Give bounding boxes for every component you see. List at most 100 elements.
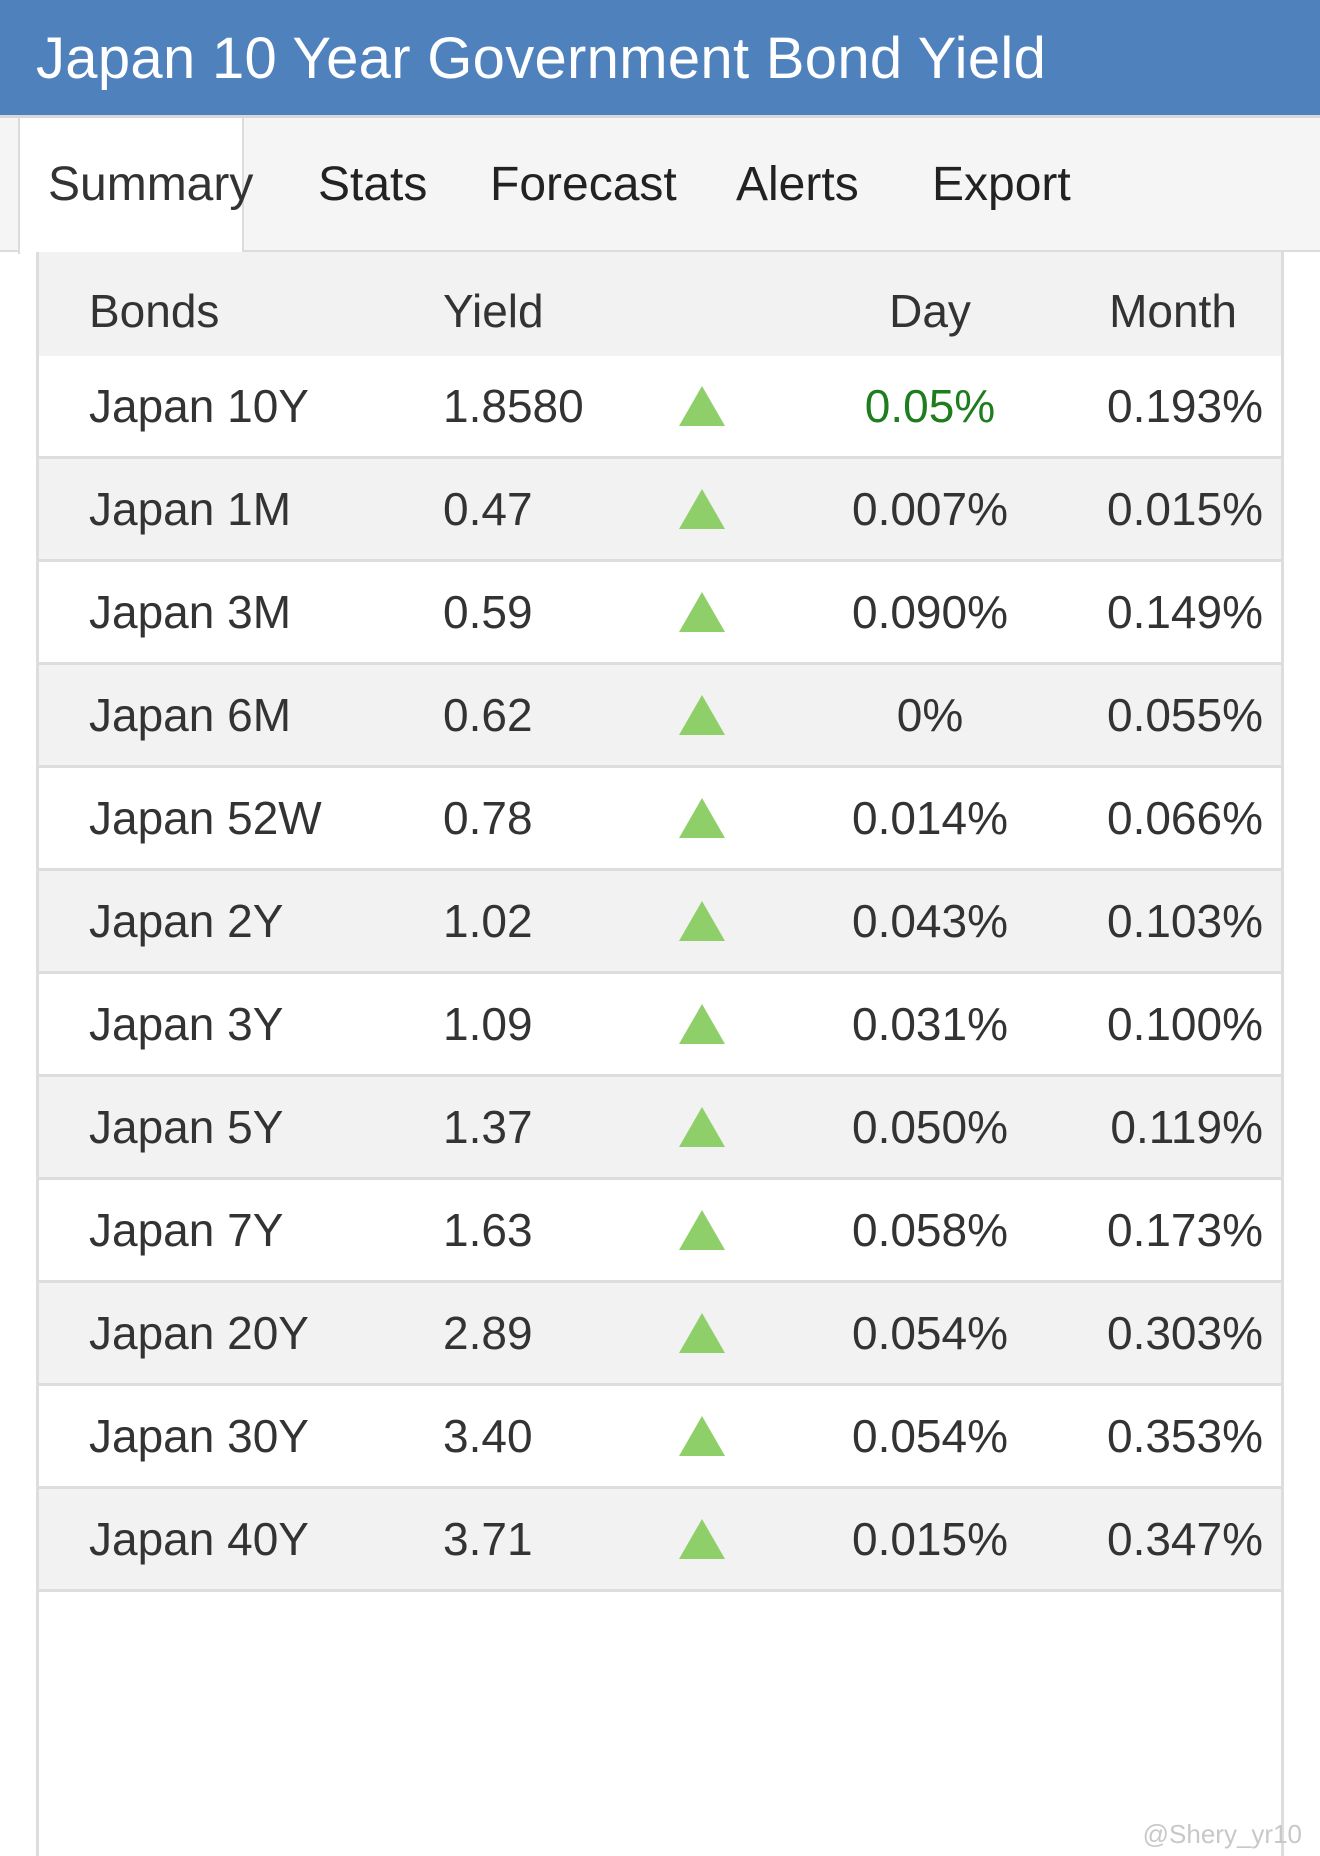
bond-yield: 1.8580: [443, 380, 584, 432]
triangle-up-icon: [679, 592, 725, 632]
bond-name: Japan 7Y: [89, 1204, 284, 1256]
table-row[interactable]: Japan 3Y 1.09 0.031% 0.100%: [39, 974, 1281, 1077]
day-change: 0.058%: [851, 1204, 1008, 1256]
month-change: 0.149%: [1106, 586, 1263, 638]
direction-cell: [679, 1180, 725, 1280]
table-row[interactable]: Japan 3M 0.59 0.090% 0.149%: [39, 562, 1281, 665]
bonds-table: Bonds Yield Day Month Japan 10Y 1.8580 0.0…: [36, 252, 1284, 1856]
table-row[interactable]: Japan 10Y 1.8580 0.05% 0.193%: [39, 356, 1281, 459]
triangle-up-icon: [679, 1107, 725, 1147]
direction-cell: [679, 974, 725, 1074]
bond-yield: 3.40: [443, 1410, 533, 1462]
title-bar: Japan 10 Year Government Bond Yield: [0, 0, 1320, 118]
month-change: 0.103%: [1106, 895, 1263, 947]
column-header-bonds[interactable]: Bonds: [89, 285, 220, 337]
bond-name: Japan 30Y: [89, 1410, 309, 1462]
table-header-row: Bonds Yield Day Month: [39, 252, 1281, 374]
bond-yield: 1.02: [443, 895, 533, 947]
bond-yield: 2.89: [443, 1307, 533, 1359]
day-change: 0.031%: [851, 998, 1008, 1050]
triangle-up-icon: [679, 695, 725, 735]
month-change: 0.303%: [1106, 1307, 1263, 1359]
direction-cell: [679, 459, 725, 559]
bond-name: Japan 5Y: [89, 1101, 284, 1153]
bond-yield: 3.71: [443, 1513, 533, 1565]
month-change: 0.066%: [1106, 792, 1263, 844]
bond-name: Japan 6M: [89, 689, 292, 741]
tab-forecast[interactable]: Forecast: [490, 158, 677, 211]
day-change: 0.015%: [851, 1513, 1008, 1565]
direction-cell: [679, 1283, 725, 1383]
column-header-month[interactable]: Month: [1109, 285, 1237, 337]
tab-stats[interactable]: Stats: [318, 158, 428, 211]
tab-bar: Summary Stats Forecast Alerts Export: [0, 118, 1320, 254]
bond-yield: 0.59: [443, 586, 533, 638]
month-change: 0.100%: [1106, 998, 1263, 1050]
triangle-up-icon: [679, 1210, 725, 1250]
day-change: 0.007%: [851, 483, 1008, 535]
direction-cell: [679, 562, 725, 662]
direction-cell: [679, 665, 725, 765]
table-row[interactable]: Japan 52W 0.78 0.014% 0.066%: [39, 768, 1281, 871]
month-change: 0.347%: [1106, 1513, 1263, 1565]
watermark: @Shery_yr10: [1142, 1819, 1302, 1849]
table-row[interactable]: Japan 1M 0.47 0.007% 0.015%: [39, 459, 1281, 562]
triangle-up-icon: [679, 1519, 725, 1559]
bond-yield: 0.78: [443, 792, 533, 844]
table-row[interactable]: Japan 7Y 1.63 0.058% 0.173%: [39, 1180, 1281, 1283]
month-change: 0.353%: [1106, 1410, 1263, 1462]
bond-name: Japan 3Y: [89, 998, 284, 1050]
tab-alerts[interactable]: Alerts: [736, 158, 859, 211]
bond-yield: 1.37: [443, 1101, 533, 1153]
triangle-up-icon: [679, 489, 725, 529]
day-change: 0.050%: [851, 1101, 1008, 1153]
day-change: 0.043%: [851, 895, 1008, 947]
table-row[interactable]: Japan 40Y 3.71 0.015% 0.347%: [39, 1489, 1281, 1592]
month-change: 0.173%: [1106, 1204, 1263, 1256]
day-change: 0.090%: [851, 586, 1008, 638]
tab-summary[interactable]: Summary: [18, 118, 253, 254]
triangle-up-icon: [679, 1416, 725, 1456]
table-row[interactable]: Japan 6M 0.62 0% 0.055%: [39, 665, 1281, 768]
bond-name: Japan 3M: [89, 586, 292, 638]
direction-cell: [679, 1489, 725, 1589]
day-change: 0.054%: [851, 1410, 1008, 1462]
column-header-yield[interactable]: Yield: [443, 285, 544, 337]
table-row[interactable]: Japan 2Y 1.02 0.043% 0.103%: [39, 871, 1281, 974]
day-change: 0.05%: [864, 380, 996, 432]
table-row[interactable]: Japan 20Y 2.89 0.054% 0.303%: [39, 1283, 1281, 1386]
page-title: Japan 10 Year Government Bond Yield: [36, 26, 1047, 91]
month-change: 0.055%: [1106, 689, 1263, 741]
triangle-up-icon: [679, 901, 725, 941]
triangle-up-icon: [679, 386, 725, 426]
day-change: 0.054%: [851, 1307, 1008, 1359]
bond-name: Japan 40Y: [89, 1513, 309, 1565]
bond-name: Japan 2Y: [89, 895, 284, 947]
tab-export[interactable]: Export: [932, 158, 1071, 211]
direction-cell: [679, 871, 725, 971]
bond-yield: 0.62: [443, 689, 533, 741]
direction-cell: [679, 1386, 725, 1486]
day-change: 0.014%: [851, 792, 1008, 844]
bond-yield: 1.63: [443, 1204, 533, 1256]
table-row[interactable]: Japan 30Y 3.40 0.054% 0.353%: [39, 1386, 1281, 1489]
bond-name: Japan 52W: [89, 792, 322, 844]
bond-yield: 1.09: [443, 998, 533, 1050]
bond-name: Japan 10Y: [89, 380, 309, 432]
month-change: 0.015%: [1106, 483, 1263, 535]
day-change: 0%: [896, 689, 964, 741]
triangle-up-icon: [679, 798, 725, 838]
month-change: 0.119%: [1110, 1101, 1263, 1153]
direction-cell: [679, 768, 725, 868]
bond-yield: 0.47: [443, 483, 533, 535]
direction-cell: [679, 356, 725, 456]
bond-name: Japan 1M: [89, 483, 292, 535]
table-row[interactable]: Japan 5Y 1.37 0.050% 0.119%: [39, 1077, 1281, 1180]
bond-name: Japan 20Y: [89, 1307, 309, 1359]
triangle-up-icon: [679, 1313, 725, 1353]
direction-cell: [679, 1077, 725, 1177]
column-header-day[interactable]: Day: [889, 285, 971, 337]
triangle-up-icon: [679, 1004, 725, 1044]
month-change: 0.193%: [1106, 380, 1263, 432]
